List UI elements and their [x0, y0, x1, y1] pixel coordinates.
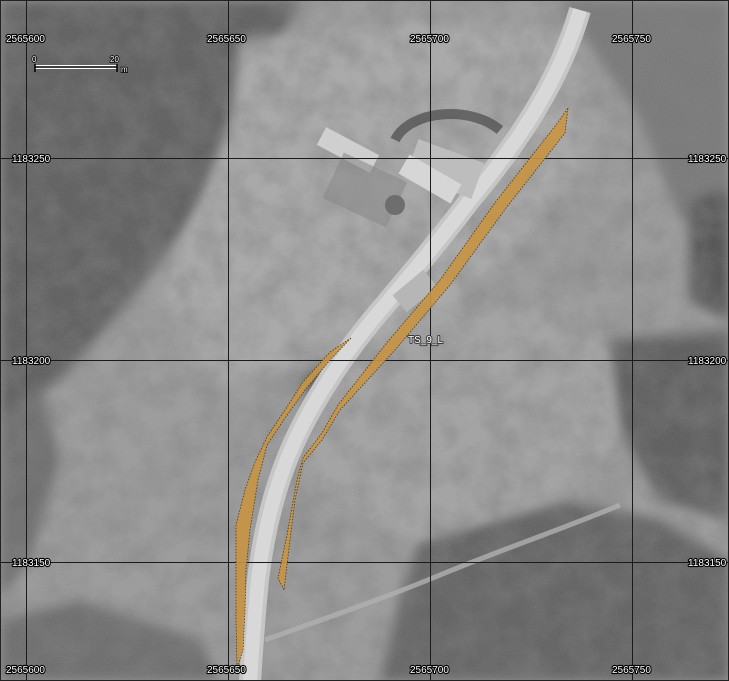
grid-label-x-bottom-2: 2565650	[207, 665, 246, 676]
grid-label-x-top-1: 2565600	[6, 34, 45, 45]
farm-buildings	[316, 109, 504, 313]
field-path	[264, 502, 621, 643]
study-area-polygon-main[interactable]	[277, 107, 569, 592]
scale-bar: 0 20 m	[31, 54, 129, 75]
scale-start-label: 0	[32, 55, 37, 64]
grid-label-x-bottom-3: 2565700	[410, 665, 449, 676]
grid-label-y-left-2: 1183200	[12, 356, 51, 367]
road-edge	[243, 8, 587, 681]
grid-label-x-top-4: 2565750	[612, 34, 651, 45]
grid-label-y-right-1: 1183250	[688, 154, 727, 165]
grid-label-y-left-3: 1183150	[12, 558, 51, 569]
grid-label-x-bottom-1: 2565600	[6, 665, 45, 676]
grid-label-x-top-2: 2565650	[207, 34, 246, 45]
grid-label-x-bottom-4: 2565750	[612, 665, 651, 676]
grid-label-y-right-3: 1183150	[688, 558, 727, 569]
feature-label: TS_9_L	[408, 335, 443, 346]
grid-label-x-top-3: 2565700	[410, 34, 449, 45]
scale-unit-label: m	[121, 65, 128, 74]
study-area-polygon-west[interactable]	[235, 337, 352, 669]
scale-end-label: 20	[110, 55, 119, 64]
grid-labels: 2565600 2565650 2565700 2565750 2565600 …	[5, 33, 728, 677]
grid-label-y-right-2: 1183200	[688, 356, 727, 367]
grid-label-y-left-1: 1183250	[12, 154, 51, 165]
